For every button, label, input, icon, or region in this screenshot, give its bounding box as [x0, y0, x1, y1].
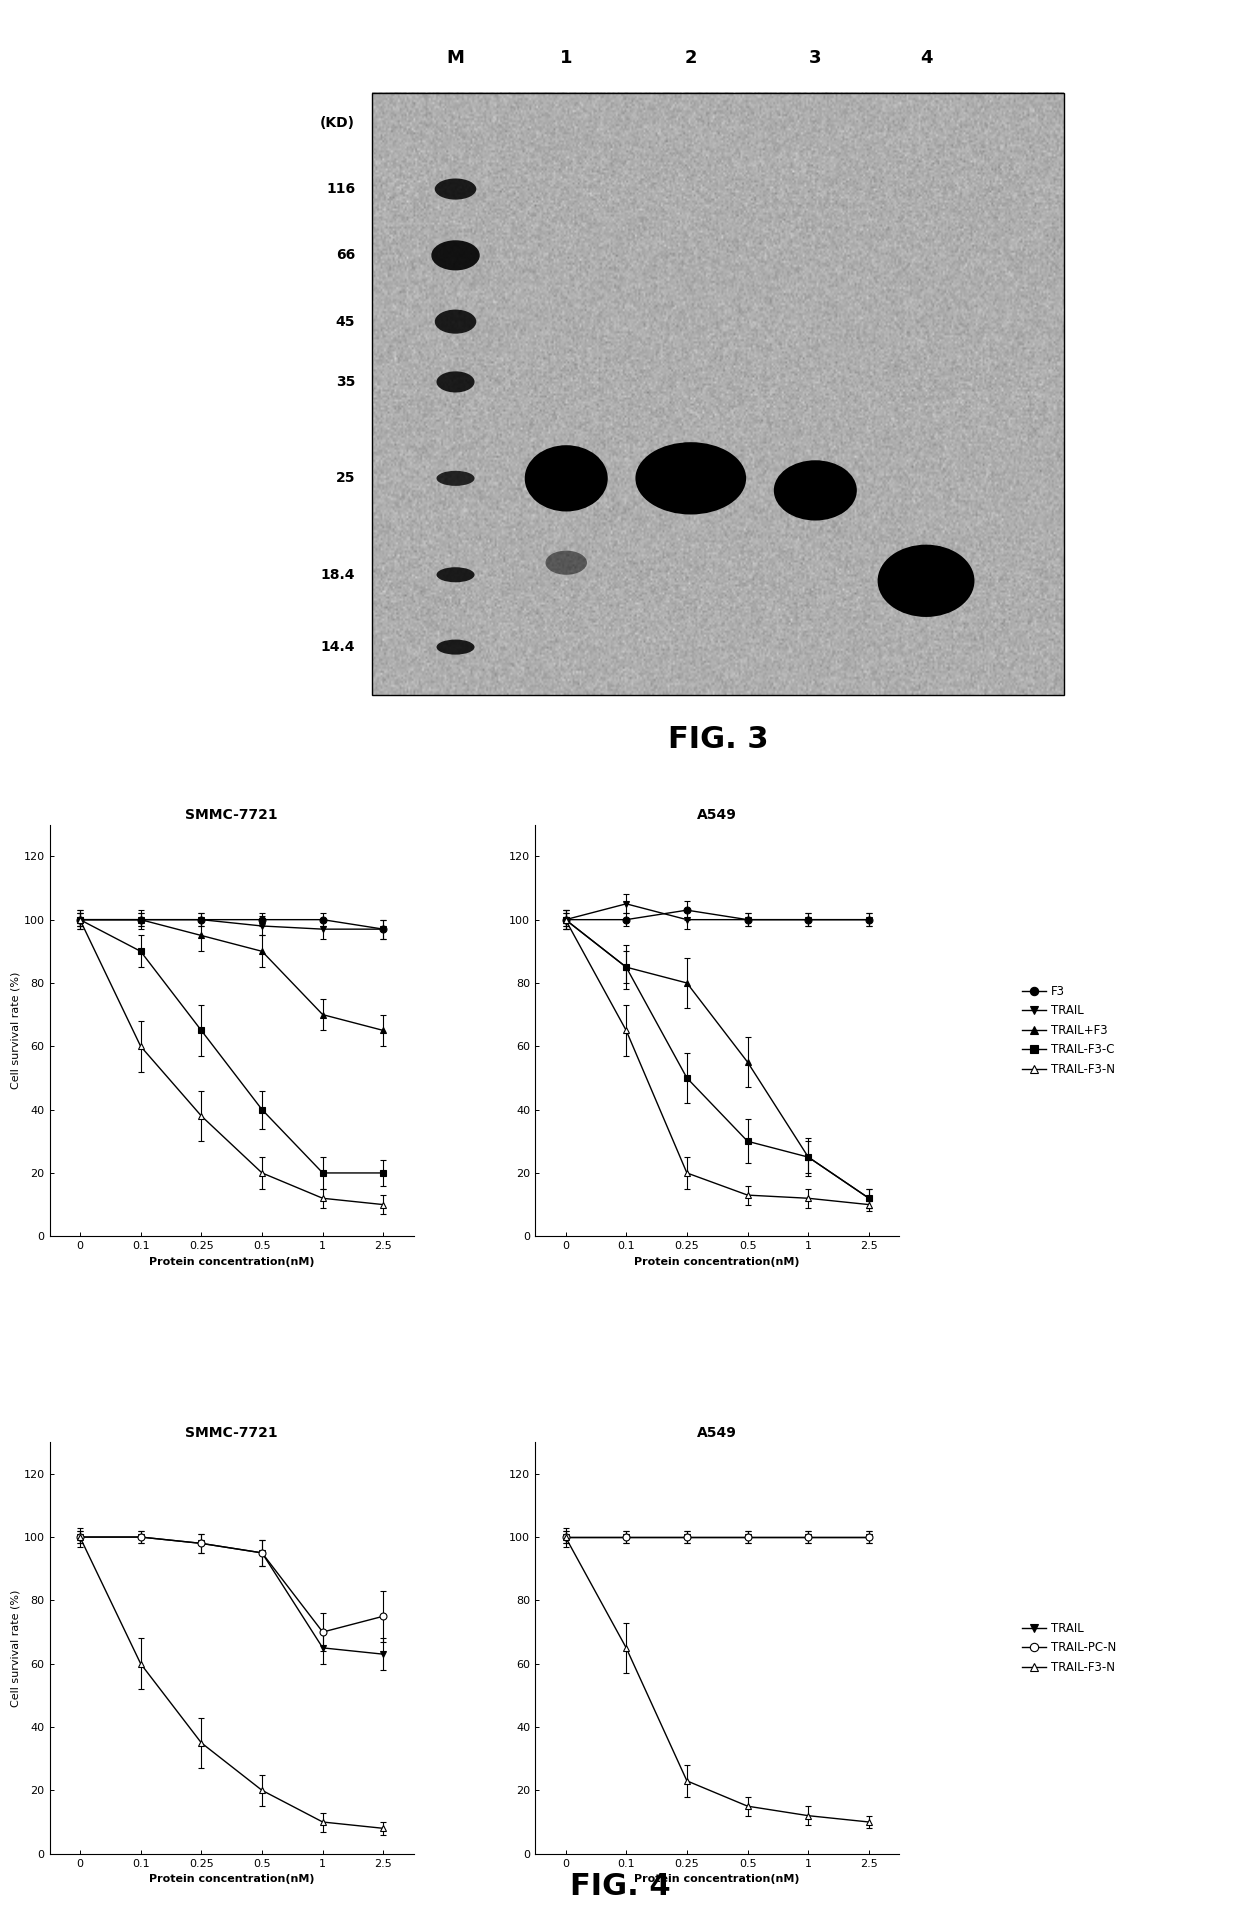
- Text: 66: 66: [336, 248, 355, 262]
- Bar: [372, 92, 1064, 696]
- Y-axis label: Cell survival rate (%): Cell survival rate (%): [11, 1590, 21, 1707]
- Ellipse shape: [436, 470, 475, 485]
- Ellipse shape: [546, 550, 587, 575]
- X-axis label: Protein concentration(nM): Protein concentration(nM): [635, 1257, 800, 1267]
- Text: 116: 116: [326, 182, 355, 197]
- Title: SMMC-7721: SMMC-7721: [185, 1426, 278, 1439]
- Ellipse shape: [878, 545, 975, 617]
- Ellipse shape: [435, 310, 476, 334]
- Ellipse shape: [436, 371, 475, 392]
- X-axis label: Protein concentration(nM): Protein concentration(nM): [149, 1875, 315, 1884]
- X-axis label: Protein concentration(nM): Protein concentration(nM): [149, 1257, 315, 1267]
- Title: A549: A549: [697, 1426, 737, 1439]
- Ellipse shape: [436, 568, 475, 583]
- Ellipse shape: [435, 178, 476, 199]
- Ellipse shape: [525, 445, 608, 512]
- Text: M: M: [446, 50, 465, 67]
- Text: 1: 1: [560, 50, 573, 67]
- Text: 14.4: 14.4: [321, 640, 355, 654]
- Ellipse shape: [436, 640, 475, 655]
- Text: 35: 35: [336, 375, 355, 390]
- Text: FIG. 4: FIG. 4: [569, 1873, 671, 1901]
- Text: FIG. 3: FIG. 3: [668, 724, 769, 755]
- Text: 25: 25: [336, 472, 355, 485]
- X-axis label: Protein concentration(nM): Protein concentration(nM): [635, 1875, 800, 1884]
- Ellipse shape: [774, 461, 857, 520]
- Ellipse shape: [432, 241, 480, 269]
- Title: SMMC-7721: SMMC-7721: [185, 808, 278, 822]
- Title: A549: A549: [697, 808, 737, 822]
- Legend: F3, TRAIL, TRAIL+F3, TRAIL-F3-C, TRAIL-F3-N: F3, TRAIL, TRAIL+F3, TRAIL-F3-C, TRAIL-F…: [1018, 980, 1120, 1082]
- Text: (KD): (KD): [320, 117, 355, 130]
- Text: 4: 4: [920, 50, 932, 67]
- Legend: TRAIL, TRAIL-PC-N, TRAIL-F3-N: TRAIL, TRAIL-PC-N, TRAIL-F3-N: [1018, 1617, 1121, 1678]
- Text: 2: 2: [684, 50, 697, 67]
- Text: 3: 3: [808, 50, 822, 67]
- Y-axis label: Cell survival rate (%): Cell survival rate (%): [11, 973, 21, 1089]
- Ellipse shape: [635, 441, 746, 514]
- Text: 45: 45: [336, 315, 355, 329]
- Text: 18.4: 18.4: [321, 568, 355, 581]
